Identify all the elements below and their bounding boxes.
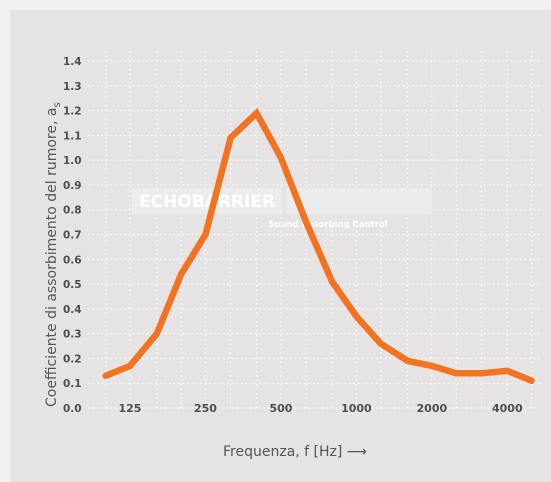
y-axis-label: Coefficiente di assorbimento del rumore,… [44,102,63,407]
x-tick-label-500: 500 [269,402,292,415]
x-tick-label-125: 125 [119,402,142,415]
y-tick-label-10: 1.0 [63,155,82,167]
watermark-logo: ECHOBARRIER [139,192,275,212]
y-tick-label-5: 0.5 [63,279,82,291]
x-tick-label-250: 250 [194,402,217,415]
y-tick-label-8: 0.8 [63,205,82,217]
x-axis-label: Frequenza, f [Hz] ⟶ [223,444,367,460]
y-tick-label-14: 1.4 [63,56,82,68]
absorption-chart: ECHOBARRIER Sound absorbing Control 0.00… [44,51,540,460]
y-tick-label-6: 0.6 [63,254,82,266]
y-tick-label-9: 0.9 [63,180,82,192]
watermark-tagline: Sound absorbing Control [268,220,387,230]
y-tick-label-1: 0.1 [63,378,82,390]
y-tick-label-2: 0.2 [63,353,82,365]
x-tick-labels: 125 250 500 1000 2000 4000 [119,402,523,415]
x-tick-label-1000: 1000 [341,402,372,415]
y-axis-label-main: Coefficiente di assorbimento del rumore,… [44,108,60,407]
y-tick-label-12: 1.2 [63,106,82,118]
echobarrier-watermark: ECHOBARRIER Sound absorbing Control [132,188,432,230]
x-tick-label-2000: 2000 [417,402,448,415]
y-tick-label-0: 0.0 [63,403,82,415]
y-tick-label-7: 0.7 [63,230,82,242]
x-tick-label-4000: 4000 [492,402,523,415]
y-tick-label-13: 1.3 [63,81,82,93]
y-tick-labels: 0.0 0.1 0.2 0.3 0.4 0.5 0.6 0.7 0.8 0.9 1.0 1.1 1.2 1… [63,56,82,415]
chart-panel: ECHOBARRIER Sound absorbing Control 0.0 0… [10,10,551,482]
y-tick-label-4: 0.4 [63,304,82,316]
y-axis-label-subscript: s [52,102,63,107]
y-tick-label-11: 1.1 [63,130,82,142]
series [102,107,535,384]
series-line-0 [102,107,535,384]
grid [88,51,540,410]
y-tick-label-3: 0.3 [63,329,82,341]
